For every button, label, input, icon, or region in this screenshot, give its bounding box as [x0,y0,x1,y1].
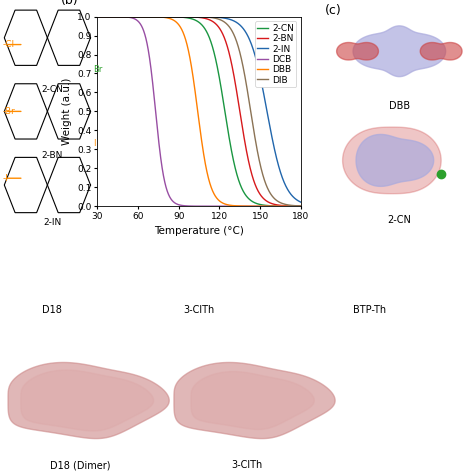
2-IN [298,200,304,205]
DIB [94,14,100,19]
2-CN [292,203,298,209]
DCB [94,14,100,19]
2-IN [188,14,194,19]
2-CN [193,18,199,24]
Text: 2-CN: 2-CN [41,85,63,94]
Line: 2-CN: 2-CN [97,17,301,206]
DCB [193,203,199,209]
DBB [94,14,100,19]
2-CN [255,201,261,207]
Text: BTP-Th: BTP-Th [353,305,386,315]
Y-axis label: Weight (a.u.): Weight (a.u.) [62,78,72,145]
2-BN [193,14,199,20]
DBB [188,60,194,66]
Text: 2-IN: 2-IN [43,219,61,228]
DIB [292,203,298,209]
DBB [292,203,298,209]
Text: D18 (Dimer): D18 (Dimer) [50,460,111,470]
Polygon shape [21,370,154,431]
2-CN [292,203,298,209]
Line: DCB: DCB [97,17,301,206]
DIB [255,150,261,155]
Text: I: I [92,139,95,148]
2-IN [193,14,199,19]
Line: 2-BN: 2-BN [97,17,301,206]
2-CN [188,16,194,21]
DIB [188,14,194,19]
Polygon shape [420,43,462,60]
Text: 3-ClTh: 3-ClTh [231,460,262,470]
DCB [105,14,110,19]
DCB [298,203,304,209]
2-BN [105,14,110,19]
DCB [292,203,298,209]
2-BN [94,14,100,19]
2-BN [298,203,304,209]
DIB [105,14,110,19]
Polygon shape [343,127,441,194]
2-IN [94,14,100,19]
2-BN [292,203,298,209]
2-CN [105,14,110,19]
Polygon shape [8,363,169,438]
Text: DBB: DBB [389,101,410,111]
2-BN [255,187,261,193]
DCB [255,203,261,209]
Text: Cl: Cl [92,0,101,1]
2-IN [292,196,298,201]
Text: (c): (c) [325,4,341,18]
Text: 2-CN: 2-CN [387,215,411,225]
2-CN [298,203,304,209]
Text: 3-ClTh: 3-ClTh [183,305,215,315]
Text: 2-BN: 2-BN [41,152,63,161]
Text: -Cl: -Cl [3,40,15,49]
Text: -I: -I [3,174,9,182]
2-CN [94,14,100,19]
Text: Br: Br [92,65,102,74]
2-IN [105,14,110,19]
Polygon shape [174,363,335,438]
DCB [292,203,298,209]
DIB [298,203,304,209]
Line: DIB: DIB [97,17,301,206]
DIB [292,203,298,209]
Polygon shape [353,26,446,77]
Line: 2-IN: 2-IN [97,17,301,202]
Polygon shape [356,135,434,186]
2-BN [188,14,194,20]
Text: D18: D18 [42,305,62,315]
DBB [193,97,199,103]
Text: (b): (b) [61,0,78,7]
Text: -Br: -Br [3,107,16,116]
DIB [193,14,199,19]
DBB [255,203,261,209]
X-axis label: Temperature (°C): Temperature (°C) [154,226,244,237]
DCB [188,203,194,209]
Polygon shape [337,43,378,60]
2-IN [255,63,261,68]
Legend: 2-CN, 2-BN, 2-IN, DCB, DBB, DIB: 2-CN, 2-BN, 2-IN, DCB, DBB, DIB [255,21,296,87]
DBB [292,203,298,209]
2-IN [292,196,298,201]
DBB [298,203,304,209]
DBB [105,14,110,19]
Line: DBB: DBB [97,17,301,206]
2-BN [292,203,298,209]
Polygon shape [191,372,314,429]
